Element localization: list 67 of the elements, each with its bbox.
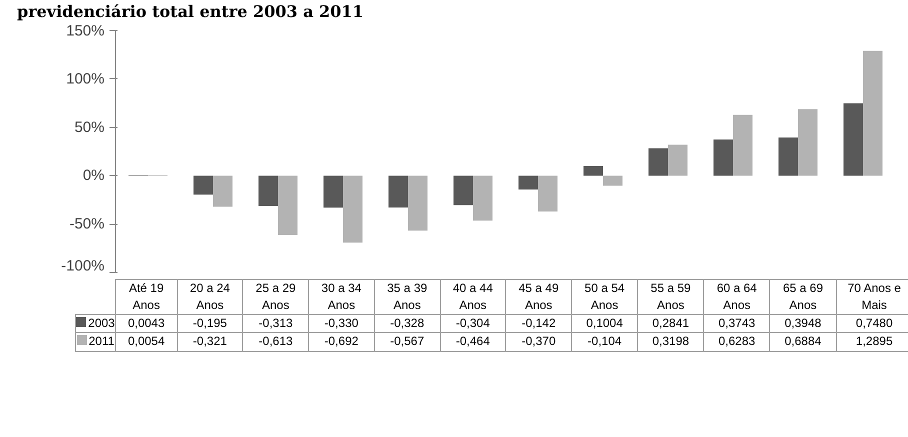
bar xyxy=(454,176,473,206)
bar xyxy=(668,144,688,176)
chart-title: previdenciário total entre 2003 a 2011 xyxy=(17,2,364,21)
x-tick-label: 50 a 54 Anos xyxy=(571,280,638,315)
bar xyxy=(798,109,818,176)
data-label: 0,1004 xyxy=(571,314,638,333)
bar xyxy=(278,176,298,236)
data-label: 0,3948 xyxy=(770,314,836,333)
bar xyxy=(648,148,668,176)
data-label: -0,464 xyxy=(440,332,506,352)
bar xyxy=(473,176,492,221)
x-tick-label: 45 a 49 Anos xyxy=(506,280,572,315)
data-label: -0,567 xyxy=(374,332,440,352)
y-tick-label: 0% xyxy=(82,167,105,184)
x-tick-label: 40 a 44 Anos xyxy=(440,280,506,315)
x-tick-label: 55 a 59 Anos xyxy=(638,280,704,315)
x-tick-label: 25 a 29 Anos xyxy=(242,280,309,315)
bar xyxy=(258,176,278,206)
bar xyxy=(518,176,538,190)
x-tick-label: 35 a 39 Anos xyxy=(374,280,440,315)
bar xyxy=(603,176,622,186)
bar xyxy=(733,114,752,176)
bar xyxy=(194,176,213,195)
legend-label: 2011 xyxy=(76,332,116,352)
legend-label: 2003 xyxy=(76,314,116,333)
data-label: -0,613 xyxy=(242,332,309,352)
data-label: -0,142 xyxy=(506,314,572,333)
data-label: 0,7480 xyxy=(836,314,908,333)
data-label: -0,370 xyxy=(506,332,572,352)
data-label: 0,3743 xyxy=(704,314,770,333)
data-label: -0,104 xyxy=(571,332,638,352)
data-label: 1,2895 xyxy=(836,332,908,352)
y-tick-label: 150% xyxy=(66,22,105,40)
data-label: 0,3198 xyxy=(638,332,704,352)
bar xyxy=(388,176,408,208)
bar xyxy=(778,137,798,176)
data-label: 0,0054 xyxy=(116,332,178,352)
bar xyxy=(408,176,428,231)
bar xyxy=(538,176,558,212)
data-label: 0,6884 xyxy=(770,332,836,352)
x-tick-label: 60 a 64 Anos xyxy=(704,280,770,315)
bar xyxy=(584,166,603,176)
y-tick-label: 50% xyxy=(74,118,105,136)
data-label: 0,2841 xyxy=(638,314,704,333)
data-label: 0,0043 xyxy=(116,314,178,333)
data-label: -0,692 xyxy=(308,332,374,352)
bar xyxy=(863,50,882,176)
data-label: 0,6283 xyxy=(704,332,770,352)
data-label: -0,195 xyxy=(177,314,243,333)
bar xyxy=(844,103,863,176)
data-label: -0,328 xyxy=(374,314,440,333)
data-label: -0,304 xyxy=(440,314,506,333)
x-tick-label: 30 a 34 Anos xyxy=(308,280,374,315)
data-label: -0,321 xyxy=(177,332,243,352)
bar xyxy=(213,176,232,207)
bar xyxy=(714,139,733,176)
y-tick-label: -100% xyxy=(61,258,104,274)
y-tick-label: 100% xyxy=(66,70,105,88)
x-tick-label: 20 a 24 Anos xyxy=(177,280,243,315)
x-tick-label: 70 Anos e Mais xyxy=(836,280,908,315)
x-tick-label: Até 19 Anos xyxy=(116,280,178,315)
x-tick-label: 65 a 69 Anos xyxy=(770,280,836,315)
bar xyxy=(343,176,362,243)
bar xyxy=(324,176,343,208)
data-label: -0,330 xyxy=(308,314,374,333)
data-label: -0,313 xyxy=(242,314,309,333)
y-tick-label: -50% xyxy=(69,216,105,233)
